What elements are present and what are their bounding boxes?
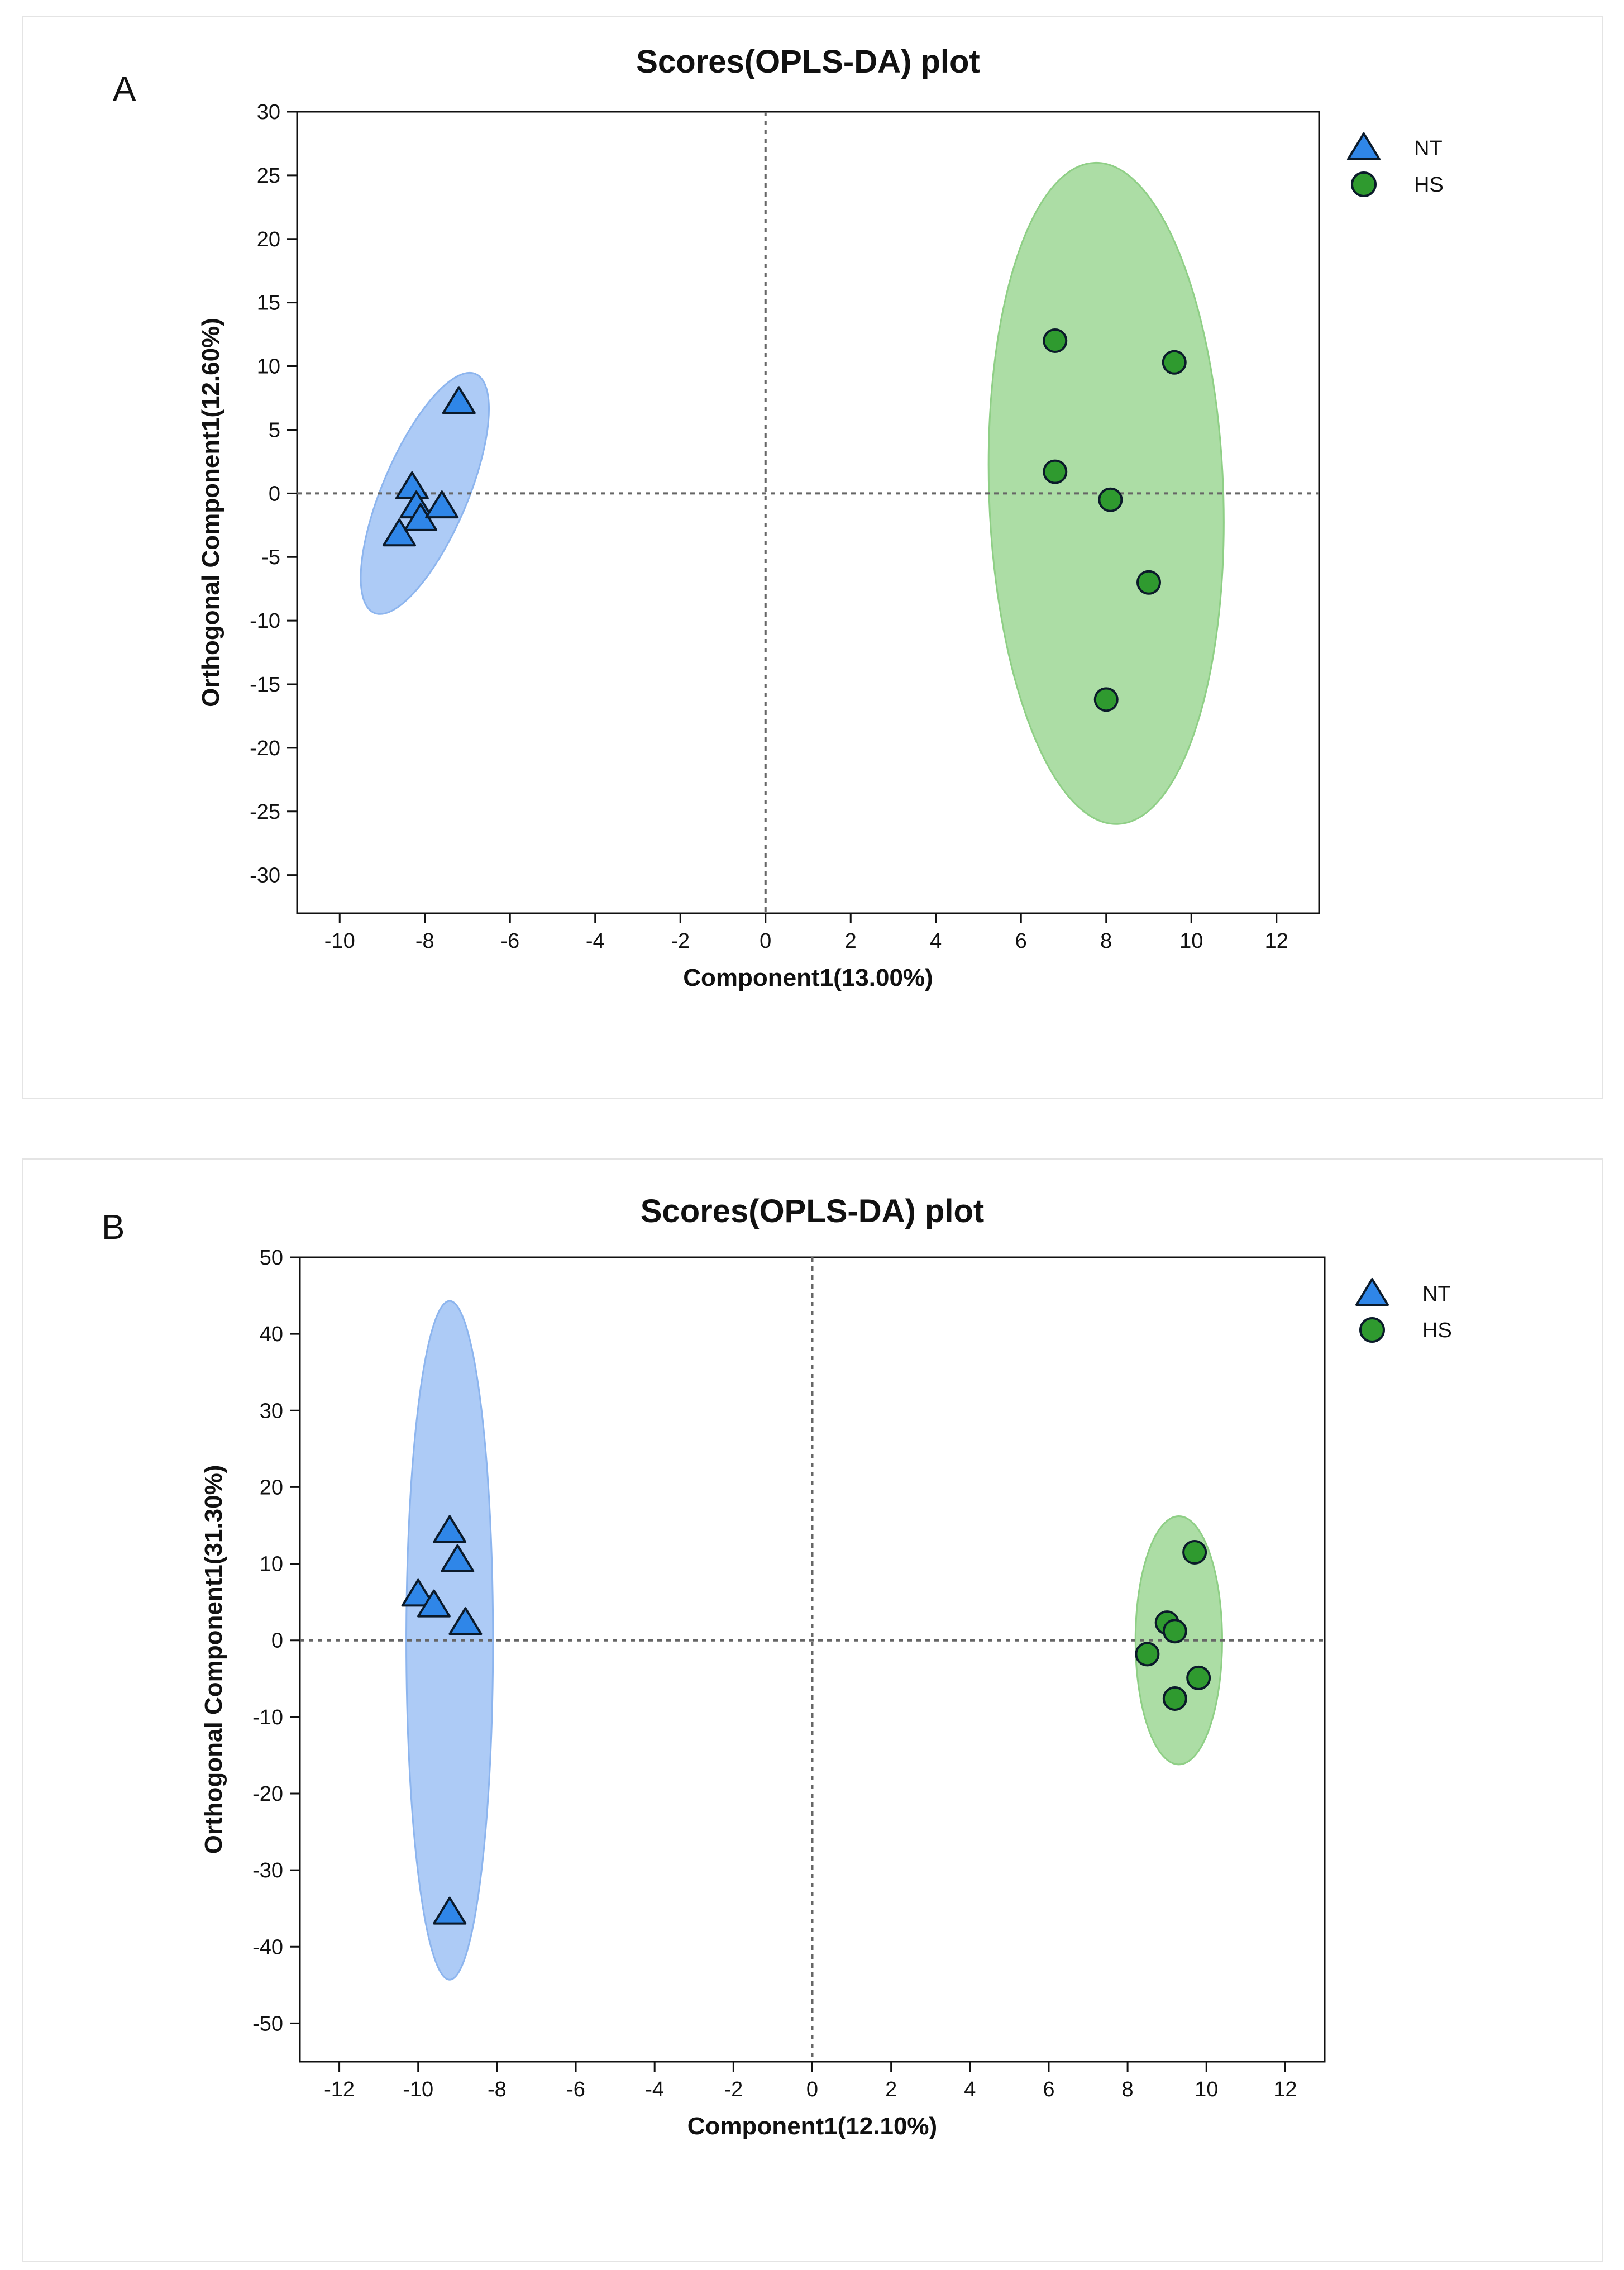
y-tick-label: -50 xyxy=(252,2012,283,2035)
y-tick-label: 0 xyxy=(269,482,280,505)
y-tick-label: 10 xyxy=(260,1553,283,1576)
y-axis-label: Orthogonal Component1(12.60%) xyxy=(197,318,225,707)
nt-data-point xyxy=(433,1515,467,1543)
hs-data-point xyxy=(1162,1686,1187,1711)
x-tick-label: -4 xyxy=(645,2078,664,2101)
nt-data-point xyxy=(417,1589,451,1618)
y-tick-label: -40 xyxy=(252,1935,283,1959)
y-axis-label: Orthogonal Component1(31.30%) xyxy=(200,1465,227,1854)
nt-data-point xyxy=(425,490,459,519)
y-tick-label: 30 xyxy=(260,1399,283,1423)
x-tick-label: -8 xyxy=(488,2078,507,2101)
y-tick-label: 20 xyxy=(257,228,280,251)
hs-data-point xyxy=(1186,1665,1211,1690)
chart-title: Scores(OPLS-DA) plot xyxy=(636,44,980,80)
x-tick-label: 2 xyxy=(885,2078,897,2101)
x-axis-label: Component1(13.00%) xyxy=(683,964,933,991)
y-tick-label: 30 xyxy=(257,101,280,124)
hs-data-point xyxy=(1162,350,1187,375)
x-tick-label: -2 xyxy=(724,2078,743,2101)
chart-title: Scores(OPLS-DA) plot xyxy=(641,1193,985,1229)
nt-data-point xyxy=(441,1544,475,1572)
x-tick-label: 4 xyxy=(964,2078,976,2101)
legend-marker-circle xyxy=(1351,171,1377,197)
y-tick-label: -10 xyxy=(252,1706,283,1729)
x-tick-label: 6 xyxy=(1015,929,1027,953)
x-tick-label: 0 xyxy=(806,2078,818,2101)
legend-label: NT xyxy=(1414,137,1443,160)
y-tick-label: 15 xyxy=(257,292,280,315)
legend-marker-triangle xyxy=(1347,132,1381,160)
x-tick-label: 0 xyxy=(760,929,771,953)
panel-letter: B xyxy=(102,1208,125,1247)
hs-data-point xyxy=(1135,1642,1160,1667)
x-tick-label: -10 xyxy=(403,2078,433,2101)
y-tick-label: 25 xyxy=(257,164,280,188)
y-tick-label: -5 xyxy=(261,546,280,569)
hs-data-point xyxy=(1182,1540,1207,1565)
x-tick-label: -10 xyxy=(324,929,355,953)
nt-data-point xyxy=(442,386,476,414)
y-tick-label: 5 xyxy=(269,418,280,442)
hs-data-point xyxy=(1043,459,1068,484)
y-tick-label: -10 xyxy=(250,609,280,633)
hs-data-point xyxy=(1162,1619,1187,1644)
y-tick-label: -20 xyxy=(252,1782,283,1806)
x-tick-label: 12 xyxy=(1265,929,1288,953)
chart-b: B Scores(OPLS-DA) plot-12 -10 -8 -6 -4 -2 0 2 4 6 8… xyxy=(102,1193,1452,2140)
legend-label: NT xyxy=(1422,1282,1451,1306)
y-tick-label: 10 xyxy=(257,355,280,379)
x-tick-label: -8 xyxy=(415,929,434,953)
confidence-ellipse-nt xyxy=(405,1300,494,1981)
y-tick-label: 0 xyxy=(271,1629,283,1653)
x-tick-label: -2 xyxy=(671,929,690,953)
y-tick-label: 50 xyxy=(260,1246,283,1270)
nt-data-point xyxy=(383,518,416,547)
nt-data-point xyxy=(448,1607,483,1635)
x-tick-label: -6 xyxy=(566,2078,585,2101)
y-tick-label: 20 xyxy=(260,1476,283,1499)
x-tick-label: 6 xyxy=(1043,2078,1054,2101)
hs-data-point xyxy=(1136,570,1161,595)
nt-data-point xyxy=(401,1578,435,1607)
legend-label: HS xyxy=(1414,173,1444,197)
x-tick-label: 10 xyxy=(1195,2078,1218,2101)
y-tick-label: -25 xyxy=(250,800,280,824)
x-tick-label: 12 xyxy=(1273,2078,1297,2101)
y-tick-label: 40 xyxy=(260,1323,283,1346)
y-tick-label: -15 xyxy=(250,673,280,697)
legend-marker-triangle xyxy=(1355,1278,1389,1306)
y-tick-label: -30 xyxy=(250,864,280,888)
hs-data-point xyxy=(1043,328,1068,353)
plot-frame xyxy=(296,111,1320,914)
legend-label: HS xyxy=(1422,1319,1452,1342)
hs-data-point xyxy=(1098,487,1123,512)
x-axis-label: Component1(12.10%) xyxy=(687,2112,937,2140)
nt-data-point xyxy=(433,1896,467,1925)
x-tick-label: 2 xyxy=(845,929,857,953)
y-tick-label: -30 xyxy=(252,1859,283,1882)
legend-marker-circle xyxy=(1359,1317,1385,1343)
x-tick-label: 4 xyxy=(930,929,942,953)
hs-data-point xyxy=(1093,687,1119,712)
panel-letter: A xyxy=(113,70,136,108)
panel-b: B Scores(OPLS-DA) plot -12 -10 -8 -6 -4 -2 0 2 4 6 8… xyxy=(22,1158,1603,2262)
panel-a: A Scores(OPLS-DA) plot -10 -8 -6 -4 -2 0 2 4 6 8 10 1… xyxy=(22,16,1603,1099)
x-tick-label: 10 xyxy=(1179,929,1203,953)
x-tick-label: 8 xyxy=(1122,2078,1134,2101)
x-tick-label: -12 xyxy=(324,2078,355,2101)
x-tick-label: -6 xyxy=(500,929,519,953)
y-tick-label: -20 xyxy=(250,737,280,760)
x-tick-label: -4 xyxy=(586,929,605,953)
x-tick-label: 8 xyxy=(1100,929,1112,953)
